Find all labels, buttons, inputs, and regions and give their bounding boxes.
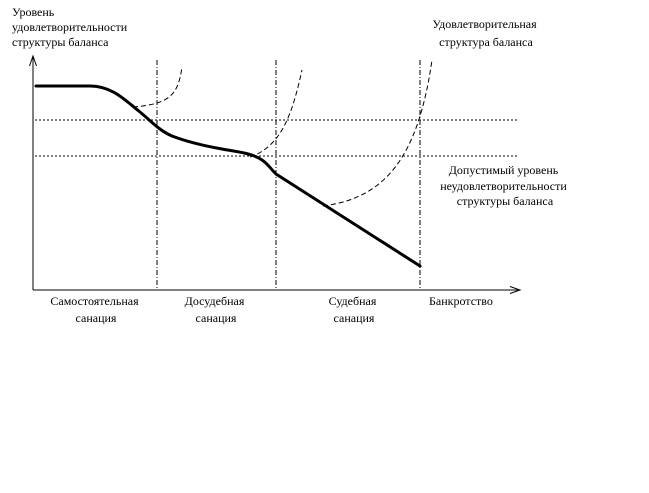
- stage-label-judicial-sanation: Судебная санация: [329, 294, 380, 325]
- y-axis-label: Уровень удовлетворительности структуры б…: [12, 5, 130, 49]
- balance-structure-curve: [34, 84, 422, 268]
- stage-label-judicial-sanation-line-2: санация: [334, 311, 375, 325]
- acceptable-level-label: Допустимый уровень неудовлетворительност…: [440, 163, 570, 208]
- y-axis-label-line-1: Уровень: [12, 5, 55, 19]
- recovery-curve-pretrial: [249, 69, 303, 158]
- acceptable-level-label-line-1: Допустимый уровень: [449, 163, 559, 177]
- y-axis-label-line-3: структуры баланса: [12, 35, 109, 49]
- acceptable-level-label-line-2: неудовлетворительности: [440, 179, 567, 193]
- satisfactory-structure-label-line-1: Удовлетворительная: [432, 17, 537, 31]
- x-axis-arrow: [509, 286, 522, 294]
- stage-label-self-sanation-line-1: Самостоятельная: [50, 294, 139, 308]
- stage-label-self-sanation: Самостоятельная санация: [50, 294, 141, 325]
- acceptable-level-label-line-3: структуры баланса: [457, 194, 554, 208]
- y-axis-label-line-2: удовлетворительности: [12, 20, 128, 34]
- stage-label-bankruptcy: Банкротство: [429, 294, 493, 308]
- satisfactory-structure-label: Удовлетворительная структура баланса: [432, 17, 539, 49]
- stage-label-judicial-sanation-line-1: Судебная: [329, 294, 377, 308]
- stage-label-pretrial-sanation-line-2: санация: [196, 311, 237, 325]
- stage-label-bankruptcy-line-1: Банкротство: [429, 294, 493, 308]
- satisfactory-structure-label-line-2: структура баланса: [439, 35, 533, 49]
- stage-separators: [156, 60, 421, 290]
- recovery-curve-self: [132, 66, 183, 108]
- recovery-curves: [132, 59, 433, 207]
- stage-label-self-sanation-line-2: санация: [76, 311, 117, 325]
- axes: [29, 54, 522, 294]
- stage-label-pretrial-sanation-line-1: Досудебная: [185, 294, 245, 308]
- stage-label-pretrial-sanation: Досудебная санация: [185, 294, 248, 325]
- recovery-curve-judicial: [322, 59, 433, 207]
- y-axis-arrow: [29, 54, 37, 67]
